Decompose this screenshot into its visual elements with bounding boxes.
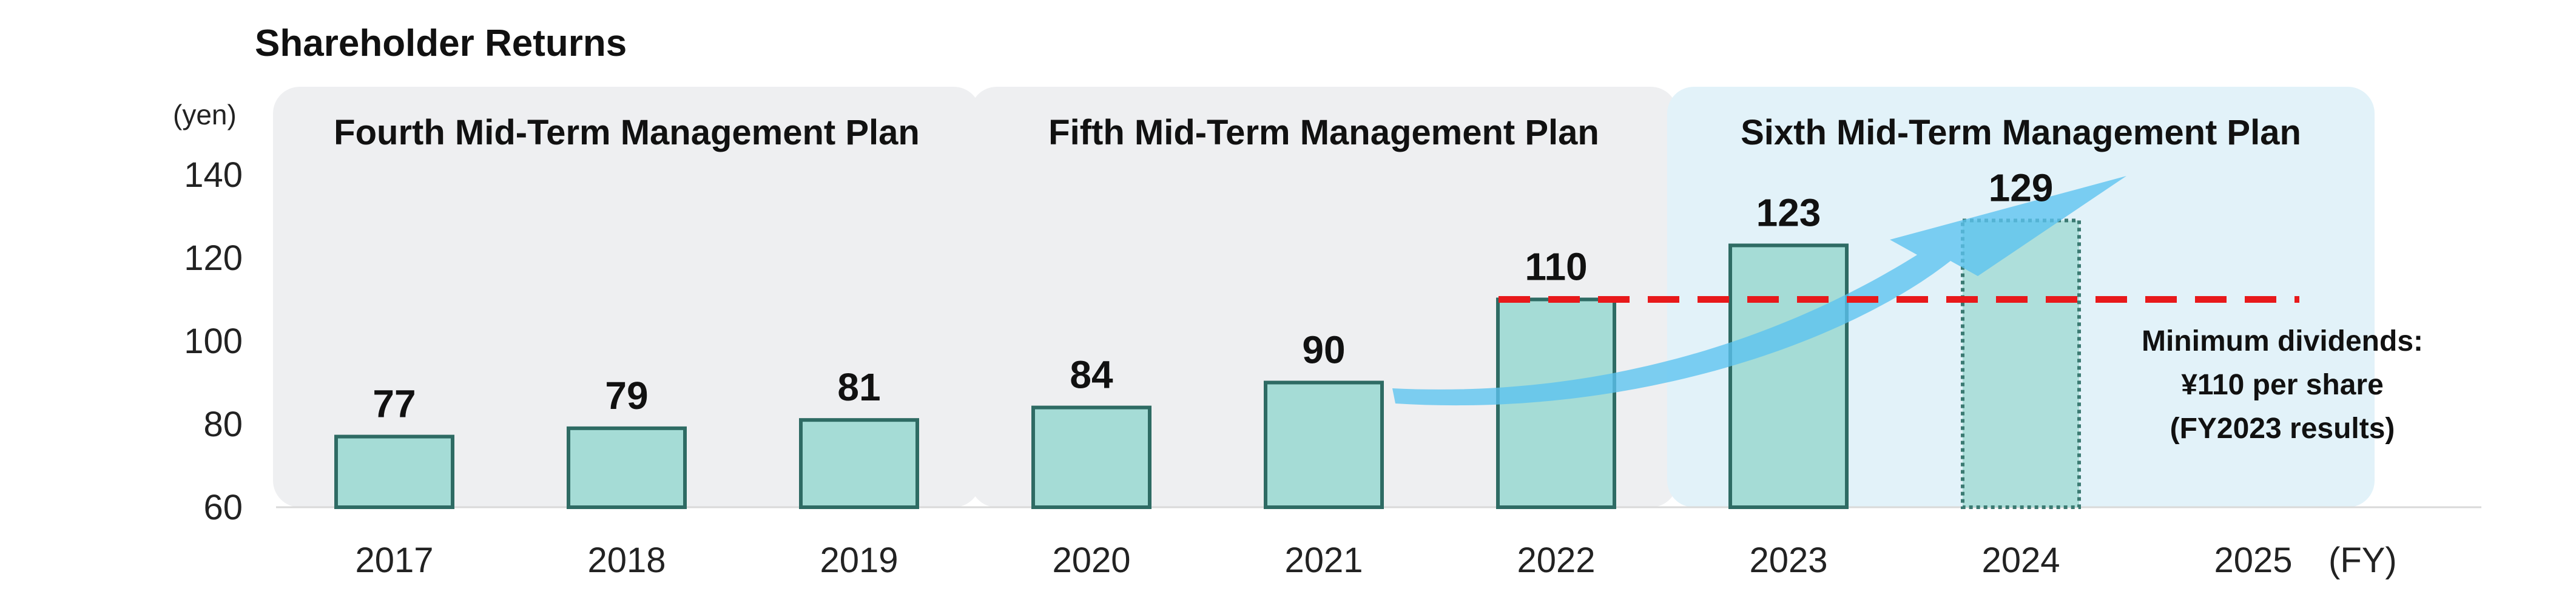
x-axis-unit-label: (FY) <box>2328 541 2397 580</box>
y-axis-ticks: 60 80 100 120 140 <box>184 155 243 527</box>
plan-panel-1 <box>273 87 980 507</box>
plan-label-3: Sixth Mid-Term Management Plan <box>1741 113 2301 152</box>
x-tick-label-2020: 2020 <box>1052 541 1130 580</box>
data-label-2019: 81 <box>837 365 880 409</box>
x-tick-label-2022: 2022 <box>1517 541 1595 580</box>
bars <box>334 218 2081 510</box>
trend-arrow <box>1392 176 2126 406</box>
trend-arrow-shape <box>1392 176 2126 406</box>
data-labels: 77 79 81 84 90 110 123 129 <box>373 166 2053 425</box>
x-axis-ticks: 2017 2018 2019 2020 2021 2022 2023 2024 2025 <box>355 541 2292 580</box>
y-axis-unit-label: (yen) <box>173 99 237 130</box>
bar-2020 <box>1031 405 1151 509</box>
x-tick-label-2024: 2024 <box>1981 541 2060 580</box>
minimum-dividend-note: Minimum dividends: ¥110 per share (FY2023 … <box>2142 325 2423 445</box>
y-tick-label: 80 <box>203 405 243 444</box>
data-label-2018: 79 <box>605 374 648 417</box>
y-tick-label: 60 <box>203 488 243 527</box>
plan-label-1: Fourth Mid-Term Management Plan <box>334 113 920 152</box>
x-tick-label-2017: 2017 <box>355 541 433 580</box>
minimum-dividend-note-line: ¥110 per share <box>2181 369 2384 401</box>
bar-2019 <box>799 418 919 510</box>
plan-label-2: Fifth Mid-Term Management Plan <box>1048 113 1599 152</box>
x-tick-label-2019: 2019 <box>820 541 898 580</box>
bar-2018 <box>567 426 687 509</box>
minimum-dividend-note-line: (FY2023 results) <box>2170 413 2395 445</box>
bar-2023 <box>1728 243 1849 509</box>
bar-2021 <box>1264 380 1384 509</box>
data-label-2022: 110 <box>1525 245 1587 289</box>
x-tick-label-2018: 2018 <box>587 541 666 580</box>
bar-2017 <box>334 434 454 509</box>
y-tick-label: 100 <box>184 322 243 361</box>
data-label-2020: 84 <box>1070 353 1113 397</box>
x-tick-label-2021: 2021 <box>1284 541 1363 580</box>
data-label-2017: 77 <box>373 382 416 426</box>
chart-title: Shareholder Returns <box>255 22 627 64</box>
data-label-2024: 129 <box>1989 166 2054 209</box>
minimum-dividend-note-line: Minimum dividends: <box>2142 325 2423 357</box>
data-label-2021: 90 <box>1302 328 1345 372</box>
x-tick-label-2023: 2023 <box>1749 541 1827 580</box>
x-tick-label-2025: 2025 <box>2214 541 2292 580</box>
y-tick-label: 120 <box>184 238 243 278</box>
y-tick-label: 140 <box>184 155 243 195</box>
plan-labels: Fourth Mid-Term Management Plan Fifth Mid… <box>334 113 2301 152</box>
data-label-2023: 123 <box>1756 191 1821 234</box>
